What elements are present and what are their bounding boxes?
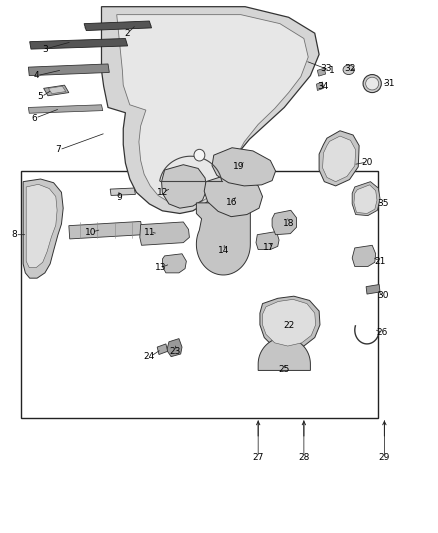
- Polygon shape: [157, 344, 168, 354]
- Polygon shape: [48, 86, 66, 94]
- Polygon shape: [196, 203, 251, 275]
- Text: 31: 31: [383, 79, 395, 88]
- Text: 24: 24: [144, 352, 155, 361]
- Polygon shape: [354, 185, 377, 214]
- Text: 20: 20: [361, 158, 373, 166]
- Text: 11: 11: [144, 228, 155, 237]
- Text: 19: 19: [233, 163, 244, 171]
- Polygon shape: [30, 38, 127, 49]
- Text: 28: 28: [298, 453, 310, 462]
- Text: 12: 12: [157, 188, 168, 197]
- Text: 5: 5: [38, 92, 43, 101]
- Text: 2: 2: [125, 29, 131, 38]
- Polygon shape: [140, 222, 189, 245]
- Polygon shape: [212, 148, 276, 186]
- Text: 8: 8: [11, 230, 18, 239]
- Polygon shape: [262, 300, 316, 346]
- Polygon shape: [319, 131, 359, 186]
- Text: 33: 33: [320, 64, 332, 73]
- Polygon shape: [28, 64, 110, 76]
- Text: 9: 9: [116, 193, 122, 202]
- Text: 3: 3: [42, 45, 48, 54]
- Polygon shape: [272, 211, 297, 235]
- Text: 16: 16: [226, 198, 238, 207]
- Polygon shape: [317, 82, 323, 91]
- Text: 23: 23: [170, 347, 181, 356]
- Polygon shape: [44, 85, 69, 96]
- Polygon shape: [84, 21, 152, 30]
- Text: 26: 26: [377, 328, 388, 337]
- Polygon shape: [256, 231, 279, 249]
- Text: 35: 35: [378, 199, 389, 208]
- Polygon shape: [162, 254, 186, 273]
- Text: 17: 17: [263, 244, 275, 253]
- Text: 1: 1: [329, 66, 335, 75]
- Text: 22: 22: [283, 321, 294, 330]
- Text: 14: 14: [218, 246, 229, 255]
- Ellipse shape: [194, 149, 205, 161]
- Polygon shape: [69, 221, 143, 239]
- Ellipse shape: [363, 75, 381, 93]
- Polygon shape: [318, 68, 325, 76]
- Polygon shape: [162, 165, 207, 208]
- Polygon shape: [26, 184, 57, 268]
- Text: 32: 32: [344, 64, 355, 73]
- Text: 7: 7: [55, 146, 61, 155]
- Text: 13: 13: [155, 263, 166, 272]
- Polygon shape: [258, 337, 311, 370]
- Ellipse shape: [366, 77, 379, 90]
- Text: 21: 21: [374, 257, 386, 265]
- Polygon shape: [204, 175, 262, 216]
- Text: 18: 18: [283, 219, 294, 228]
- Text: 6: 6: [31, 114, 37, 123]
- Polygon shape: [352, 245, 376, 266]
- Polygon shape: [117, 14, 308, 206]
- Polygon shape: [260, 296, 320, 350]
- Text: 25: 25: [279, 366, 290, 374]
- Bar: [21, 171, 378, 418]
- Text: 29: 29: [379, 453, 390, 462]
- Text: 30: 30: [378, 291, 389, 300]
- Polygon shape: [167, 338, 182, 357]
- Polygon shape: [322, 136, 356, 182]
- Polygon shape: [28, 105, 103, 114]
- Ellipse shape: [343, 65, 354, 75]
- Polygon shape: [352, 182, 380, 216]
- Text: 4: 4: [33, 71, 39, 80]
- Polygon shape: [110, 188, 135, 196]
- Text: 27: 27: [252, 453, 264, 462]
- Text: 34: 34: [318, 82, 329, 91]
- Polygon shape: [102, 7, 319, 214]
- Polygon shape: [23, 179, 63, 278]
- Polygon shape: [366, 285, 380, 294]
- Text: 10: 10: [85, 228, 96, 237]
